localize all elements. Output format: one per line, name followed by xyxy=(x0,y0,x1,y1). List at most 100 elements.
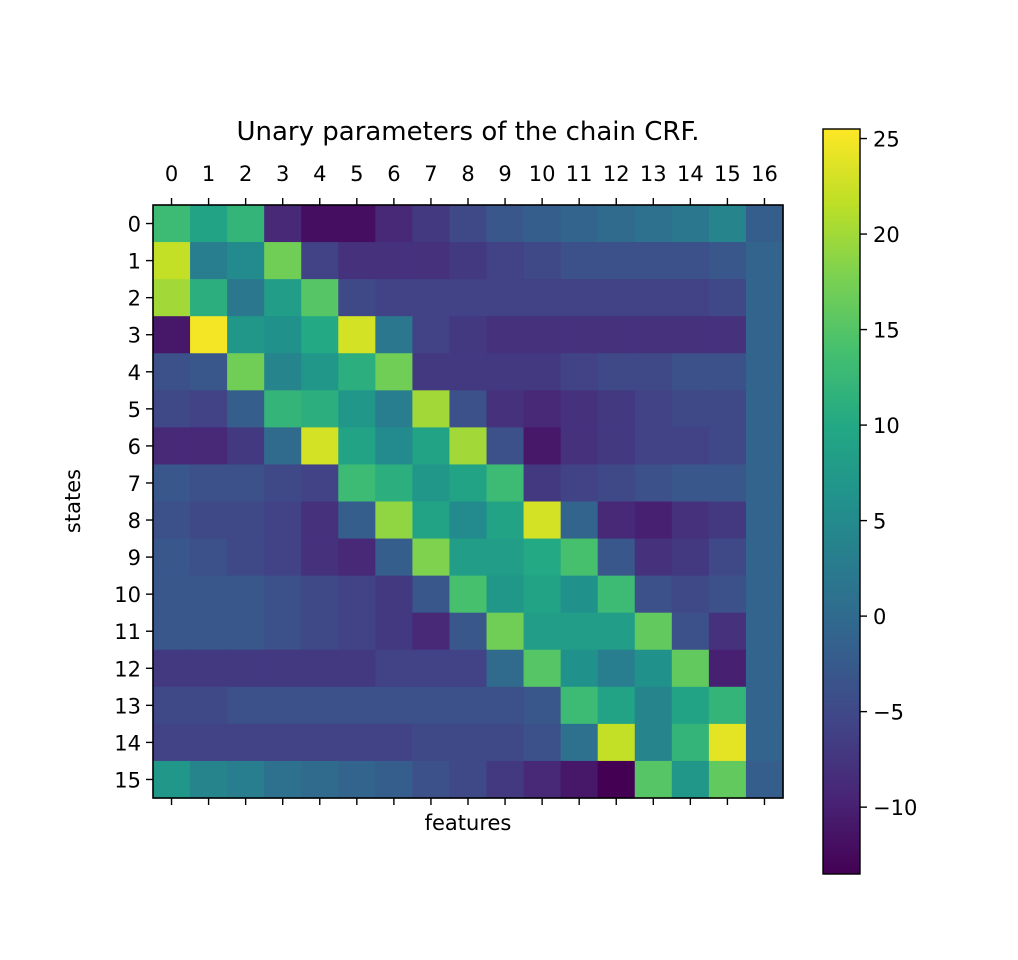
y-tick-label: 4 xyxy=(128,361,141,385)
colorbar-tick-label: −5 xyxy=(873,701,904,725)
heatmap-cell xyxy=(153,353,191,391)
heatmap-cell xyxy=(745,612,784,651)
heatmap-cell xyxy=(264,390,302,428)
heatmap-cell xyxy=(486,501,525,540)
heatmap-cell xyxy=(449,760,488,799)
heatmap-cell xyxy=(301,760,339,799)
heatmap-cell xyxy=(264,760,302,799)
heatmap-cell xyxy=(634,353,673,391)
heatmap-cell xyxy=(671,316,710,354)
heatmap-cell xyxy=(449,575,488,614)
heatmap-cell xyxy=(708,279,747,317)
heatmap-cell xyxy=(671,242,710,280)
heatmap-cell xyxy=(634,723,673,762)
colorbar-ticks: −10 −5 0 5 10 15 20 25 xyxy=(860,128,917,820)
heatmap-cell xyxy=(708,353,747,391)
heatmap-cell xyxy=(190,723,228,762)
heatmap-cell xyxy=(375,464,414,503)
heatmap-cell xyxy=(597,242,636,280)
heatmap-cell xyxy=(227,390,265,428)
y-tick-label: 13 xyxy=(114,694,141,718)
heatmap-cell xyxy=(301,686,339,725)
heatmap-cell xyxy=(264,242,302,280)
heatmap-cell xyxy=(338,575,376,614)
heatmap-cell xyxy=(449,612,488,651)
heatmap-cell xyxy=(634,538,673,577)
heatmap-cell xyxy=(745,205,784,243)
heatmap-cell xyxy=(634,205,673,243)
heatmap-cell xyxy=(523,427,562,466)
heatmap-cell xyxy=(338,612,376,651)
heatmap-cell xyxy=(412,686,451,725)
heatmap-cell xyxy=(560,205,599,243)
heatmap-cell xyxy=(597,427,636,466)
x-axis-label: features xyxy=(425,811,512,835)
heatmap-cell xyxy=(338,316,376,354)
heatmap-cell xyxy=(301,612,339,651)
heatmap-cell xyxy=(412,279,451,317)
heatmap-cell xyxy=(745,242,784,280)
heatmap-cell xyxy=(375,760,414,799)
heatmap-cell xyxy=(190,427,228,466)
heatmap-cell xyxy=(708,427,747,466)
heatmap-cell xyxy=(560,760,599,799)
heatmap-cell xyxy=(412,353,451,391)
heatmap-cell xyxy=(671,427,710,466)
heatmap-cell xyxy=(338,427,376,466)
heatmap-cell xyxy=(523,649,562,688)
y-tick-label: 7 xyxy=(128,472,141,496)
heatmap-cell xyxy=(338,538,376,577)
heatmap-cell xyxy=(227,649,265,688)
heatmap-cell xyxy=(634,501,673,540)
heatmap-cell xyxy=(486,723,525,762)
heatmap-cell xyxy=(338,723,376,762)
heatmap-cell xyxy=(634,464,673,503)
heatmap-cell xyxy=(227,538,265,577)
heatmap-cell xyxy=(597,575,636,614)
heatmap-cell xyxy=(375,501,414,540)
colorbar-tick-label: 25 xyxy=(873,128,900,152)
heatmap-cell xyxy=(523,316,562,354)
x-tick-label: 13 xyxy=(640,162,667,186)
heatmap-cell xyxy=(671,390,710,428)
heatmap-cell xyxy=(301,649,339,688)
x-tick-label: 3 xyxy=(276,162,289,186)
heatmap-cell xyxy=(412,205,451,243)
heatmap-cell xyxy=(264,575,302,614)
heatmap-cells xyxy=(153,205,784,799)
heatmap-cell xyxy=(153,538,191,577)
heatmap-cell xyxy=(523,760,562,799)
heatmap-cell xyxy=(486,279,525,317)
heatmap-cell xyxy=(486,464,525,503)
heatmap-cell xyxy=(560,316,599,354)
heatmap-cell xyxy=(190,390,228,428)
heatmap-cell xyxy=(560,464,599,503)
heatmap-cell xyxy=(412,723,451,762)
heatmap-cell xyxy=(264,464,302,503)
heatmap-cell xyxy=(708,205,747,243)
y-tick-label: 15 xyxy=(114,768,141,792)
heatmap-cell xyxy=(634,427,673,466)
heatmap-cell xyxy=(190,575,228,614)
heatmap-cell xyxy=(412,390,451,428)
heatmap-cell xyxy=(190,279,228,317)
heatmap-cell xyxy=(338,649,376,688)
y-tick-label: 5 xyxy=(128,398,141,422)
heatmap-cell xyxy=(190,464,228,503)
heatmap-cell xyxy=(560,723,599,762)
heatmap-cell xyxy=(708,242,747,280)
heatmap-cell xyxy=(486,316,525,354)
heatmap-cell xyxy=(227,723,265,762)
heatmap-cell xyxy=(449,464,488,503)
heatmap-cell xyxy=(486,242,525,280)
heatmap-cell xyxy=(190,205,228,243)
heatmap-cell xyxy=(708,501,747,540)
x-tick-label: 4 xyxy=(313,162,326,186)
heatmap-cell xyxy=(560,390,599,428)
x-tick-label: 10 xyxy=(529,162,556,186)
heatmap-cell xyxy=(634,242,673,280)
heatmap-cell xyxy=(449,649,488,688)
heatmap-cell xyxy=(523,464,562,503)
heatmap-cell xyxy=(264,723,302,762)
heatmap-cell xyxy=(227,205,265,243)
